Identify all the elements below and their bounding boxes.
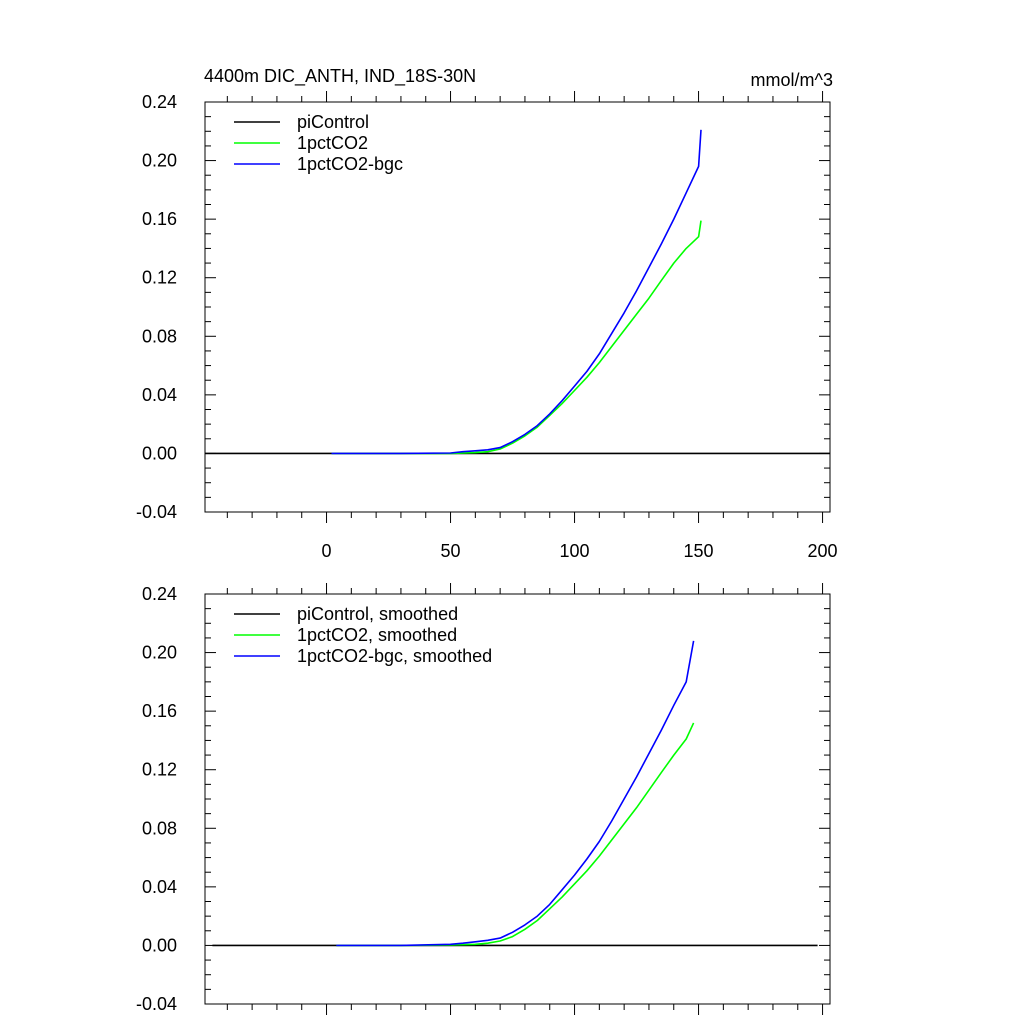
legend-label-3: 1pctCO2-bgc, smoothed (297, 646, 492, 666)
x-tick-label: 0 (322, 541, 332, 561)
y-tick-label: 0.20 (142, 643, 177, 663)
series-line-3 (331, 129, 702, 455)
y-tick-label: 0.12 (142, 268, 177, 288)
y-tick-label: -0.04 (136, 502, 177, 522)
figure-title: 4400m DIC_ANTH, IND_18S-30N (204, 66, 476, 87)
series-line-2 (331, 220, 702, 455)
y-tick-label: 0.16 (142, 701, 177, 721)
x-tick-label: 150 (684, 541, 714, 561)
x-tick-label: 100 (560, 541, 590, 561)
legend-label-2: 1pctCO2 (297, 133, 368, 153)
y-tick-label: -0.04 (136, 994, 177, 1014)
legend-label-3: 1pctCO2-bgc (297, 154, 403, 174)
y-tick-label: 0.20 (142, 151, 177, 171)
bottom-panel: -0.04 0.00 0.04 0.08 0.12 0.16 0.20 0.24 piContr… (136, 583, 831, 1015)
y-tick-label: 0.04 (142, 877, 177, 897)
top-panel: -0.04 0.00 0.04 0.08 0.12 0.16 0.20 0.24 0 50 100 1… (136, 91, 838, 561)
legend-label-1: piControl (297, 112, 369, 132)
legend-label-2: 1pctCO2, smoothed (297, 625, 457, 645)
x-tick-label: 50 (441, 541, 461, 561)
series-line-3 (336, 640, 695, 947)
y-tick-label: 0.08 (142, 326, 177, 346)
series-line-2 (336, 722, 695, 947)
y-tick-label: 0.16 (142, 209, 177, 229)
y-tick-label: 0.24 (142, 584, 177, 604)
y-tick-label: 0.00 (142, 443, 177, 463)
y-tick-label: 0.08 (142, 818, 177, 838)
legend-label-1: piControl, smoothed (297, 604, 458, 624)
y-tick-label: 0.24 (142, 92, 177, 112)
y-tick-label: 0.12 (142, 760, 177, 780)
y-tick-label: 0.04 (142, 385, 177, 405)
y-tick-label: 0.00 (142, 935, 177, 955)
units-label: mmol/m^3 (751, 70, 833, 90)
x-tick-label: 200 (808, 541, 838, 561)
